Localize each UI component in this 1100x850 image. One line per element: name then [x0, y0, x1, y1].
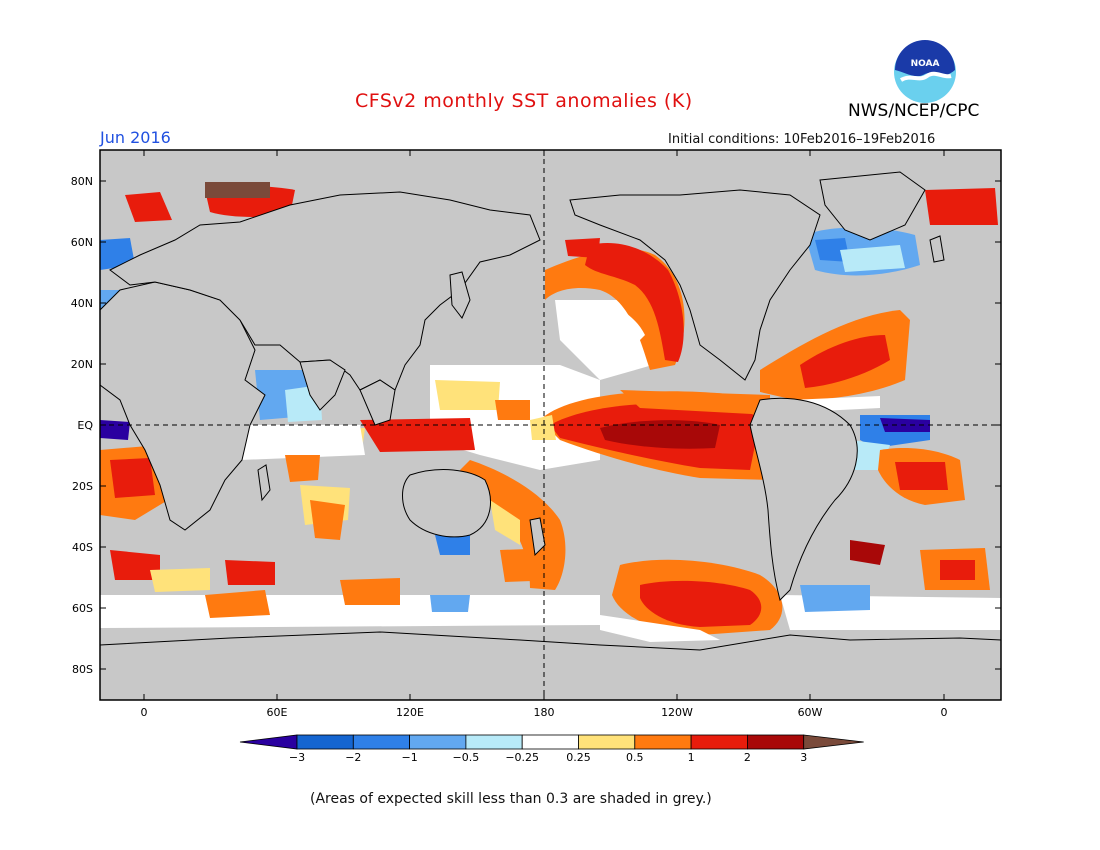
lat-label: 60S	[72, 602, 93, 615]
anomaly-so-blue	[800, 585, 870, 612]
anomaly-eqpurple-west	[100, 420, 130, 440]
anomaly-spac-red	[640, 580, 762, 627]
lat-label: 80N	[71, 175, 93, 188]
noaa-logo: NOAA	[894, 40, 956, 103]
eurasia	[109, 191, 541, 391]
anomaly-npac-red	[585, 242, 684, 362]
forecast-month: Jun 2016	[100, 128, 171, 147]
north-america	[569, 189, 821, 381]
map-title: CFSv2 monthly SST anomalies (K)	[355, 90, 693, 112]
anomaly-aleutian-red	[565, 238, 600, 258]
colorbar-swatch	[578, 734, 636, 750]
colorbar-tick-label: 2	[744, 751, 751, 764]
lat-label: 60N	[71, 236, 93, 249]
lat-label: 80S	[72, 663, 93, 676]
anomaly-so-orange-w2	[340, 578, 400, 605]
anomaly-io-white	[235, 425, 365, 460]
anomaly-so-orange-w	[205, 590, 270, 618]
colorbar-swatch	[465, 734, 523, 750]
lon-label: 0	[941, 706, 948, 719]
lon-label: 0	[141, 706, 148, 719]
lat-label: EQ	[77, 419, 93, 432]
anomaly-norwegian-red	[125, 192, 172, 222]
south-america	[749, 397, 858, 601]
japan	[449, 271, 471, 319]
colorbar-min-arrow	[239, 734, 298, 750]
anomaly-sio-orange2	[310, 500, 345, 540]
anomaly-tasman-blue	[435, 535, 470, 555]
lon-label: 120E	[396, 706, 424, 719]
antarctica	[99, 631, 1002, 701]
greenland	[819, 171, 926, 241]
colorbar-swatch	[521, 734, 579, 750]
lat-label: 40S	[72, 541, 93, 554]
colorbar-tick-label: −3	[289, 751, 305, 764]
lon-axis: 0 60E 120E 180 120W 60W 0	[141, 150, 948, 719]
lat-label: 20S	[72, 480, 93, 493]
noaa-logo-text: NOAA	[911, 59, 940, 69]
anomaly-greenland-red	[925, 188, 998, 225]
lon-label: 60E	[267, 706, 288, 719]
anomaly-barents-brown	[205, 182, 270, 198]
anomaly-subpolar-lightblue	[840, 245, 905, 272]
colorbar-swatch	[352, 734, 410, 750]
anomaly-so-red-atl	[850, 540, 885, 565]
colorbar-max-arrow	[803, 734, 864, 750]
colorbar: −3 −2 −1 −0.5 −0.25 0.25 0.5 1 2 3	[239, 734, 864, 764]
lon-label: 180	[534, 706, 555, 719]
colorbar-tick-label: −2	[345, 751, 361, 764]
colorbar-swatch	[690, 734, 748, 750]
colorbar-tick-label: −0.5	[453, 751, 480, 764]
anomaly-so-yellow	[150, 568, 210, 592]
anomaly-maritime-red	[360, 418, 475, 452]
lon-label: 120W	[661, 706, 693, 719]
skill-note: (Areas of expected skill less than 0.3 a…	[310, 791, 712, 807]
coastlines	[99, 171, 1002, 701]
australia	[402, 469, 491, 538]
lon-label: 60W	[798, 706, 823, 719]
anomaly-spac-white	[600, 615, 720, 642]
colorbar-tick-label: −1	[401, 751, 417, 764]
colorbar-tick-label: 0.25	[566, 751, 591, 764]
colorbar-tick-label: 0.5	[626, 751, 644, 764]
lat-axis: 80N 60N 40N 20N EQ 20S 40S 60S 80S	[71, 175, 1001, 676]
anomaly-satl-red	[895, 462, 948, 490]
anomaly-so-blue-w	[430, 595, 470, 612]
lat-label: 20N	[71, 358, 93, 371]
anomaly-so-red-w	[225, 560, 275, 585]
uk	[929, 235, 945, 263]
anomaly-subpolar-darkblue	[815, 238, 850, 262]
colorbar-swatch	[409, 734, 467, 750]
organization-label: NWS/NCEP/CPC	[848, 101, 980, 121]
anomaly-sio-orange	[285, 455, 320, 482]
anomaly-so-red-w3	[110, 550, 160, 580]
anomaly-enso-north-orange	[620, 390, 770, 415]
anomaly-wpac-orange	[495, 400, 530, 420]
madagascar	[257, 464, 271, 502]
anomaly-sepac-red	[110, 458, 155, 498]
new-zealand	[529, 517, 546, 557]
colorbar-tick-label: 1	[688, 751, 695, 764]
se-asia	[359, 379, 396, 426]
colorbar-swatch	[747, 734, 805, 750]
india	[299, 359, 346, 411]
anomaly-spcz-yellow	[490, 500, 520, 545]
anomaly-tasman-orange	[500, 548, 560, 582]
initial-conditions: Initial conditions: 10Feb2016–19Feb2016	[668, 132, 936, 147]
colorbar-swatch	[296, 734, 354, 750]
anomaly-enso-core	[600, 420, 720, 449]
anomaly-npac-white	[595, 300, 645, 345]
lat-label: 40N	[71, 297, 93, 310]
anomaly-wpac-yellow	[435, 380, 500, 410]
colorbar-tick-label: −0.25	[505, 751, 539, 764]
colorbar-tick-label: 3	[800, 751, 807, 764]
anomaly-enso-yellow	[530, 415, 556, 440]
colorbar-swatch	[634, 734, 692, 750]
anomaly-natl-red	[800, 335, 890, 388]
anomaly-so-red-e	[940, 560, 975, 580]
